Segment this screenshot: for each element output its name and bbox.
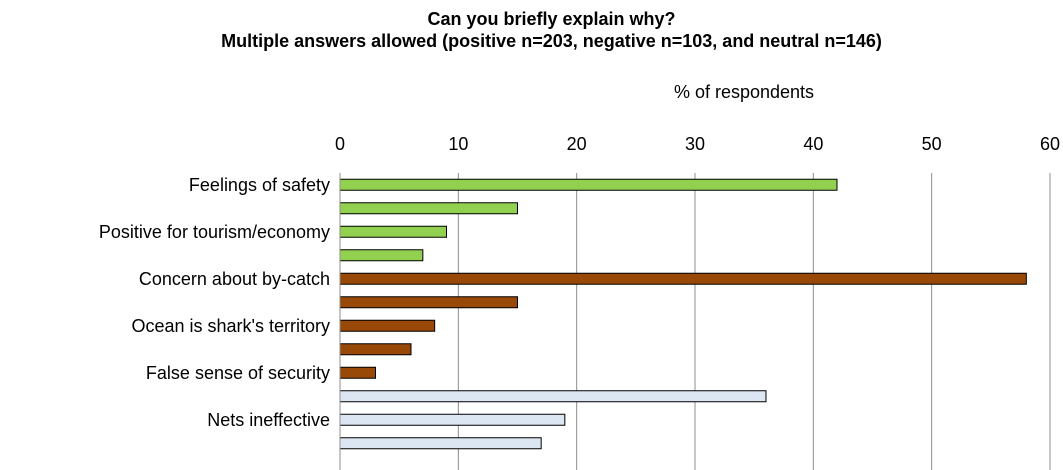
x-tick-label: 20 <box>567 134 587 154</box>
x-tick-label: 50 <box>922 134 942 154</box>
x-tick-label: 60 <box>1040 134 1060 154</box>
bar <box>339 413 566 426</box>
bar <box>339 272 1027 285</box>
category-label: Feelings of safety <box>189 175 330 195</box>
x-tick-label: 0 <box>335 134 345 154</box>
category-label: False sense of security <box>146 363 330 383</box>
bar <box>339 249 424 262</box>
bar <box>339 296 518 309</box>
bar <box>339 437 542 450</box>
bar <box>339 225 447 238</box>
bar <box>339 319 436 332</box>
x-tick-label: 40 <box>803 134 823 154</box>
bar <box>339 178 838 191</box>
x-axis-label: % of respondents <box>673 82 815 102</box>
category-label: Positive for tourism/economy <box>99 222 330 242</box>
category-label: Ocean is shark's territory <box>132 316 331 336</box>
bar <box>339 202 518 215</box>
bar <box>339 390 767 403</box>
bar <box>339 366 376 379</box>
x-tick-label: 10 <box>448 134 468 154</box>
bar <box>339 343 412 356</box>
x-tick-label: 30 <box>685 134 705 154</box>
category-label: Concern about by-catch <box>139 269 330 289</box>
chart-subtitle: Multiple answers allowed (positive n=203… <box>221 31 882 51</box>
category-label: Nets ineffective <box>207 410 330 430</box>
chart-title: Can you briefly explain why? <box>427 9 676 29</box>
